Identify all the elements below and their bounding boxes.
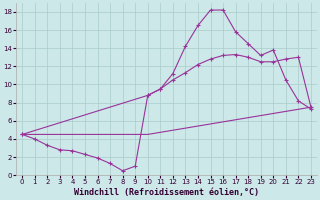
X-axis label: Windchill (Refroidissement éolien,°C): Windchill (Refroidissement éolien,°C)	[74, 188, 259, 197]
